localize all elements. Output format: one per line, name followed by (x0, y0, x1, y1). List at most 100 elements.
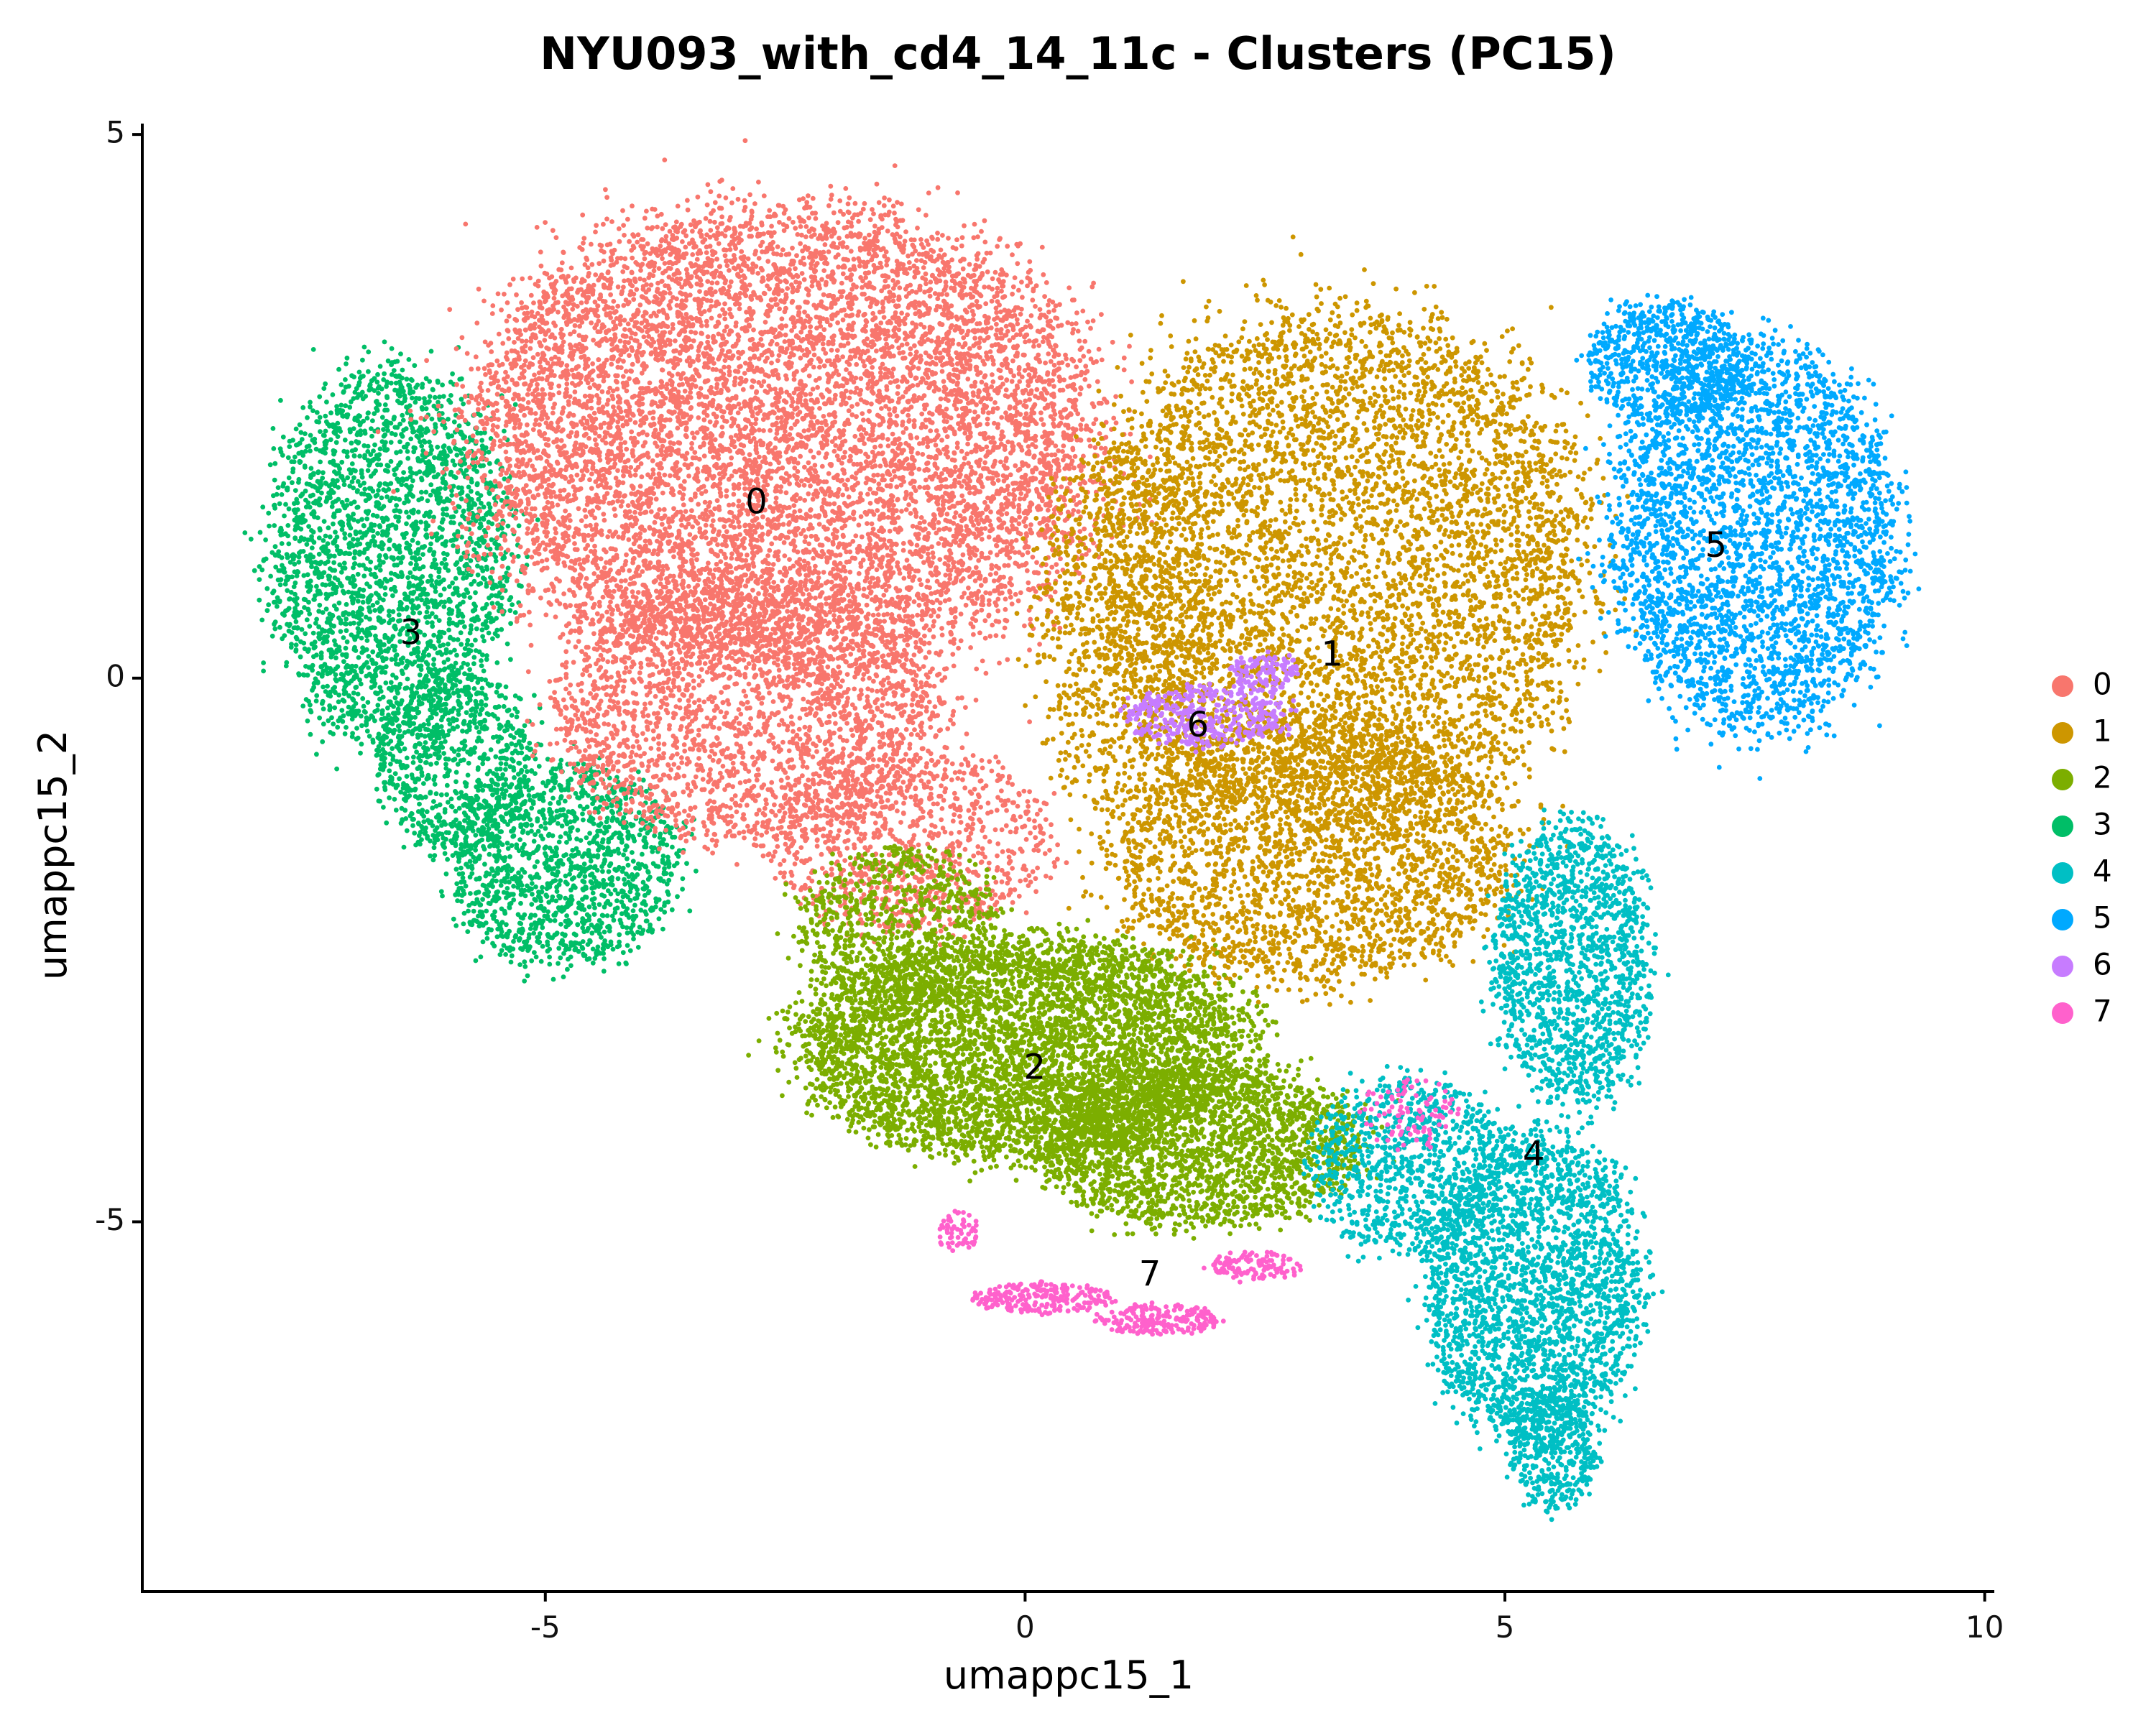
data-point (443, 762, 448, 767)
data-point (485, 756, 491, 762)
data-point (499, 948, 505, 953)
data-point (558, 834, 563, 839)
data-point (538, 742, 544, 748)
data-point (336, 366, 341, 372)
data-point (568, 826, 573, 831)
data-point (480, 761, 486, 767)
data-point (550, 879, 556, 884)
data-point (318, 429, 323, 434)
data-point (383, 488, 389, 494)
data-point (639, 862, 645, 867)
data-point (460, 729, 465, 734)
data-point (426, 733, 432, 739)
data-point (477, 711, 483, 717)
data-point (359, 635, 364, 641)
data-point (272, 552, 278, 558)
data-point (400, 785, 406, 791)
data-point (317, 415, 323, 420)
data-point (404, 774, 410, 779)
data-point (438, 579, 443, 585)
data-point (512, 610, 518, 615)
data-point (448, 448, 453, 454)
data-point (361, 662, 367, 667)
data-point (415, 618, 421, 624)
data-point (344, 628, 349, 634)
data-point (360, 357, 365, 363)
data-point (325, 683, 330, 689)
chart-title: NYU093_with_cd4_14_11c - Clusters (PC15) (540, 27, 1616, 80)
data-point (406, 357, 412, 362)
data-point (529, 881, 535, 886)
data-point (558, 878, 563, 883)
data-point (341, 713, 346, 719)
data-point (282, 613, 287, 618)
data-point (660, 854, 666, 859)
data-point (548, 857, 554, 863)
data-point (571, 810, 577, 816)
data-point (435, 496, 440, 501)
data-point (532, 920, 538, 925)
data-point (1030, 555, 1036, 560)
data-point (323, 591, 329, 597)
data-point (461, 921, 466, 927)
data-point (290, 466, 296, 472)
data-point (567, 872, 572, 877)
data-point (270, 426, 276, 431)
data-point (478, 783, 484, 789)
data-point (465, 929, 471, 934)
data-point (308, 448, 313, 453)
data-point (416, 821, 421, 827)
data-point (382, 592, 388, 597)
data-point (336, 508, 342, 513)
data-point (371, 678, 377, 683)
data-point (271, 446, 277, 451)
data-point (615, 498, 621, 504)
data-point (540, 807, 546, 813)
data-point (517, 962, 522, 967)
data-point (621, 904, 626, 909)
data-point (351, 453, 357, 459)
data-point (399, 698, 405, 703)
data-point (344, 601, 349, 607)
data-point (285, 607, 290, 613)
data-point (605, 795, 611, 800)
data-point (395, 563, 400, 568)
data-point (482, 693, 488, 698)
data-point (361, 374, 366, 379)
data-point (446, 768, 452, 773)
data-point (321, 519, 327, 524)
data-point (315, 588, 321, 594)
data-point (630, 850, 635, 855)
data-point (293, 647, 299, 652)
data-point (404, 828, 410, 833)
data-point (425, 464, 430, 470)
data-point (487, 505, 493, 510)
data-point (300, 549, 306, 554)
data-point (579, 919, 585, 925)
data-point (579, 907, 584, 912)
data-point (645, 831, 650, 836)
data-point (443, 486, 448, 491)
data-point (312, 570, 318, 575)
data-point (407, 660, 413, 665)
data-point (603, 826, 609, 831)
data-point (501, 490, 507, 495)
data-point (446, 417, 451, 422)
data-point (590, 890, 596, 896)
data-point (414, 563, 419, 568)
data-point (334, 535, 340, 540)
data-point (264, 608, 270, 614)
data-point (277, 582, 283, 588)
data-point (415, 685, 420, 690)
data-point (411, 603, 416, 609)
data-point (355, 440, 361, 445)
data-point (433, 672, 438, 678)
data-point (474, 725, 479, 730)
data-point (398, 351, 403, 356)
data-point (535, 816, 540, 821)
data-point (341, 635, 346, 640)
data-point (328, 410, 333, 416)
data-point (349, 461, 355, 466)
data-point (456, 504, 462, 509)
data-point (425, 591, 430, 597)
